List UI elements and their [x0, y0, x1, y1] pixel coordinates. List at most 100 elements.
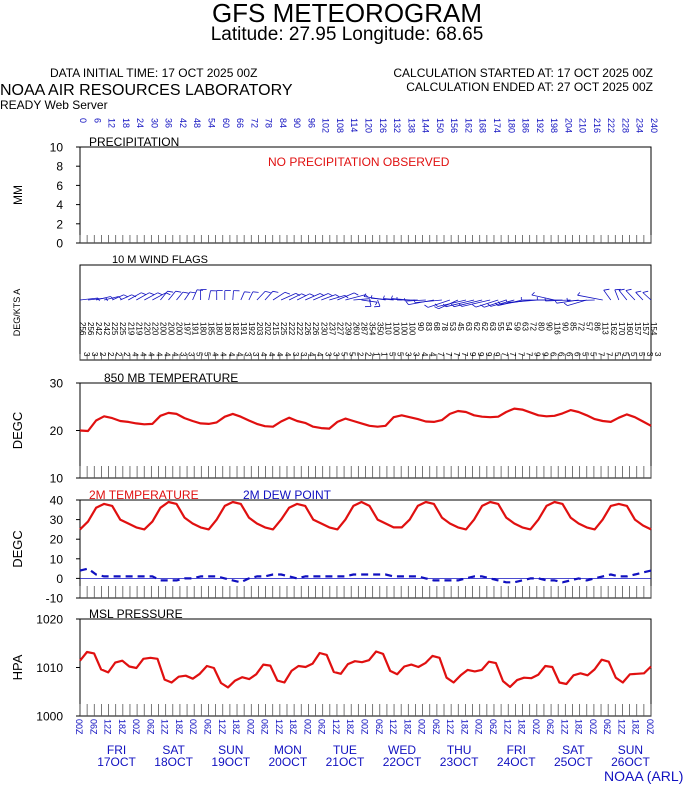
wind-barb	[296, 293, 310, 301]
wind-barb	[128, 292, 142, 301]
wind-dir-label: 200	[166, 322, 175, 336]
utc-hour-label: 12Z	[445, 719, 455, 735]
wind-barb	[79, 297, 99, 301]
wind-barb	[208, 290, 211, 301]
wind-dir-label: 180	[223, 322, 232, 336]
wind-speed-label: 4	[227, 352, 236, 357]
wind-speed-label: 5	[589, 352, 598, 357]
wind-barb	[232, 290, 234, 301]
forecast-hour-label: 72	[249, 118, 259, 128]
day-date-label: 26OCT	[611, 755, 650, 769]
wind-barb-flag	[370, 295, 373, 299]
forecast-hour-label: 6	[92, 118, 102, 123]
forecast-hour-label: 60	[221, 118, 231, 128]
wind-dir-label: 256	[86, 322, 95, 336]
wind-barb	[577, 294, 603, 301]
y-tick-label: 4	[56, 198, 63, 212]
wind-barb	[95, 296, 111, 301]
wind-barb	[160, 290, 168, 301]
wind-barb-flag	[272, 290, 279, 293]
forecast-hour-label: 126	[378, 118, 388, 133]
wind-speed-label: 7	[524, 352, 533, 357]
wind-dir-label: 350	[376, 322, 385, 336]
wind-speed-label: 4	[162, 352, 171, 357]
wind-dir-label: 154	[649, 322, 658, 336]
wind-dir-label: 170	[617, 322, 626, 336]
forecast-hour-label: 210	[578, 118, 588, 133]
forecast-hour-label: 24	[135, 118, 145, 128]
utc-hour-label: 18Z	[517, 719, 527, 735]
wind-barb-flag	[642, 290, 649, 293]
utc-hour-label: 06Z	[431, 719, 441, 735]
day-of-week-label: SAT	[562, 743, 585, 757]
wind-barb-flag	[434, 306, 439, 310]
utc-hour-label: 00Z	[588, 719, 598, 735]
forecast-hour-label: 108	[335, 118, 345, 133]
utc-hour-label: 12Z	[502, 719, 512, 735]
wind-speed-label: 3	[404, 352, 413, 357]
wind-barb-flag	[141, 292, 147, 295]
page-title: GFS METEOROGRAM	[211, 0, 483, 28]
wind-speed-label: 4	[170, 352, 179, 357]
day-of-week-label: FRI	[107, 743, 126, 757]
wind-dir-label: 80	[536, 322, 545, 331]
utc-hour-label: 06Z	[374, 719, 384, 735]
wind-barb	[345, 294, 366, 301]
utc-hour-label: 12Z	[274, 719, 284, 735]
calc-ended: CALCULATION ENDED AT: 27 OCT 2025 00Z	[406, 80, 653, 94]
wind-speed-label: 7	[597, 352, 606, 357]
wind-barb-flag	[577, 292, 581, 296]
wind-speed-label: 7	[444, 352, 453, 357]
wind-speed-label: 4	[138, 352, 147, 357]
wind-dir-label: 55	[496, 322, 505, 331]
wind-dir-label: 68	[432, 322, 441, 331]
wind-barb	[353, 298, 370, 301]
utc-hour-label: 18Z	[574, 719, 584, 735]
forecast-hour-label: 0	[78, 118, 88, 123]
wind-speed-label: 5	[203, 352, 212, 357]
wind-dir-label: 200	[175, 322, 184, 336]
wind-dir-label: 219	[134, 322, 143, 336]
wind-dir-label: 225	[118, 322, 127, 336]
y-tick-label: 10	[50, 552, 64, 566]
wind-speed-label: 3	[179, 352, 188, 357]
wind-speed-label: 9	[540, 352, 549, 357]
y-tick-label: 20	[50, 533, 64, 547]
forecast-hour-label: 114	[349, 118, 359, 132]
wind-dir-label: 260	[351, 322, 360, 336]
wind-dir-label: 219	[126, 322, 135, 336]
wind-barb-flag	[625, 288, 632, 291]
wind-speed-label: 7	[516, 352, 525, 357]
wind-barb-flag	[480, 304, 485, 308]
wind-barb-flag	[149, 292, 155, 295]
wind-barb	[280, 293, 296, 301]
wind-dir-label: 182	[231, 322, 240, 336]
wind-barb-flag	[175, 290, 182, 293]
location-subtitle: Latitude: 27.95 Longitude: 68.65	[210, 24, 484, 45]
server-name: READY Web Server	[0, 98, 108, 112]
wind-speed-label: 3	[243, 352, 252, 357]
wind-barb-flag	[375, 301, 378, 306]
forecast-hour-label: 90	[292, 118, 302, 128]
initial-time: DATA INITIAL TIME: 17 OCT 2025 00Z	[50, 66, 258, 80]
forecast-hour-label: 180	[506, 118, 516, 133]
utc-hour-label: 06Z	[488, 719, 498, 735]
wind-dir-label: 191	[239, 322, 248, 336]
wind-speed-label: 3	[645, 352, 654, 357]
wind-dir-label: 63	[488, 322, 497, 331]
wind-barb-flag	[335, 294, 340, 298]
forecast-hour-label: 48	[192, 118, 202, 128]
wind-barb-flag	[131, 294, 137, 298]
wind-barb-flag	[374, 305, 381, 308]
forecast-hour-label: 204	[563, 118, 573, 133]
wind-speed-label: 4	[211, 352, 220, 357]
utc-hour-label: 06Z	[317, 719, 327, 735]
wind-speed-label: 5	[339, 352, 348, 357]
wind-dir-label: 54	[504, 322, 513, 331]
wind-barb	[240, 291, 245, 301]
wind-barb	[184, 291, 191, 301]
day-of-week-label: THU	[447, 743, 472, 757]
wind-barb	[567, 299, 587, 306]
precip-annotation: NO PRECIPITATION OBSERVED	[268, 155, 450, 169]
day-of-week-label: TUE	[333, 743, 357, 757]
